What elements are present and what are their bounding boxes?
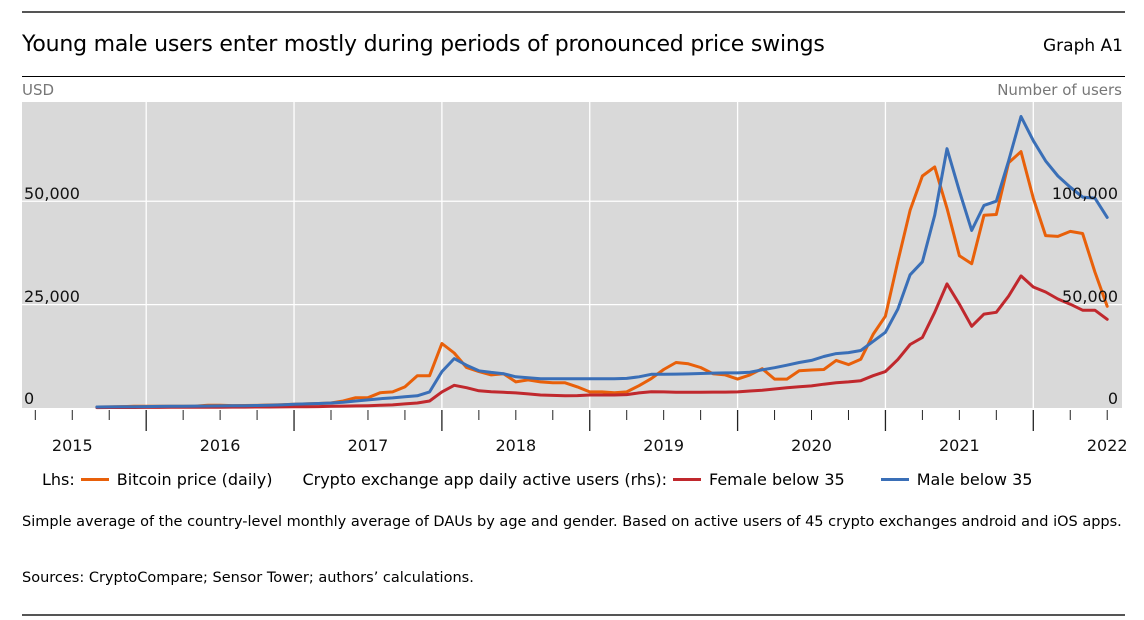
series-lines bbox=[95, 115, 1109, 410]
y-tick-label-left: 25,000 bbox=[24, 287, 80, 306]
x-tick-label: 2022 bbox=[1087, 436, 1128, 455]
x-tick-label: 2021 bbox=[939, 436, 980, 455]
x-tick-label: 2018 bbox=[495, 436, 536, 455]
chart-title: Young male users enter mostly during per… bbox=[22, 32, 825, 57]
bottom-rule bbox=[22, 614, 1125, 616]
title-rule bbox=[22, 76, 1125, 77]
footnote: Simple average of the country-level mont… bbox=[22, 514, 1122, 530]
y-tick-label-right: 100,000 bbox=[1052, 184, 1118, 203]
x-tick-label: 2019 bbox=[643, 436, 684, 455]
x-tick-label: 2016 bbox=[200, 436, 241, 455]
legend-swatch-male bbox=[880, 478, 909, 481]
y-tick-label-right: 50,000 bbox=[1062, 287, 1118, 306]
legend-label: Bitcoin price (daily) bbox=[116, 470, 273, 489]
y-axis-right: 0 50,000 100,000 bbox=[1052, 184, 1118, 408]
legend-item-bitcoin-price: Bitcoin price (daily) bbox=[75, 470, 273, 489]
y-tick-label-right: 0 bbox=[1108, 389, 1118, 408]
legend-lhs-prefix: Lhs: bbox=[42, 470, 75, 489]
x-axis-ticks bbox=[34, 410, 1108, 431]
graph-id: Graph A1 bbox=[1043, 36, 1123, 56]
y-tick-label-left: 50,000 bbox=[24, 184, 80, 203]
left-axis-unit: USD bbox=[22, 81, 55, 99]
y-axis-left: 0 25,000 50,000 bbox=[24, 184, 80, 408]
legend-label: Male below 35 bbox=[916, 470, 1033, 489]
legend-swatch-bitcoin bbox=[80, 478, 109, 481]
x-tick-label: 2017 bbox=[348, 436, 389, 455]
x-tick-label: 2020 bbox=[791, 436, 832, 455]
male-below-35-line bbox=[95, 115, 1109, 409]
x-tick-label: 2015 bbox=[52, 436, 93, 455]
sources: Sources: CryptoCompare; Sensor Tower; au… bbox=[22, 570, 474, 586]
x-axis-labels: 2015 2016 2017 2018 2019 2020 2021 2022 bbox=[52, 436, 1128, 455]
legend: Lhs: Bitcoin price (daily) Crypto exchan… bbox=[42, 470, 1032, 489]
legend-rhs-prefix: Crypto exchange app daily active users (… bbox=[302, 470, 667, 489]
legend-item-male: Male below 35 bbox=[875, 470, 1033, 489]
legend-item-female: Female below 35 bbox=[667, 470, 845, 489]
chart: 0 25,000 50,000 0 50,000 100,000 2015 20… bbox=[22, 102, 1128, 455]
legend-label: Female below 35 bbox=[709, 470, 845, 489]
y-tick-label-left: 0 bbox=[24, 389, 34, 408]
female-below-35-line bbox=[95, 274, 1109, 410]
plot-area bbox=[22, 102, 1122, 408]
legend-swatch-female bbox=[673, 478, 701, 481]
right-axis-unit: Number of users bbox=[997, 81, 1122, 99]
top-rule bbox=[22, 11, 1125, 13]
